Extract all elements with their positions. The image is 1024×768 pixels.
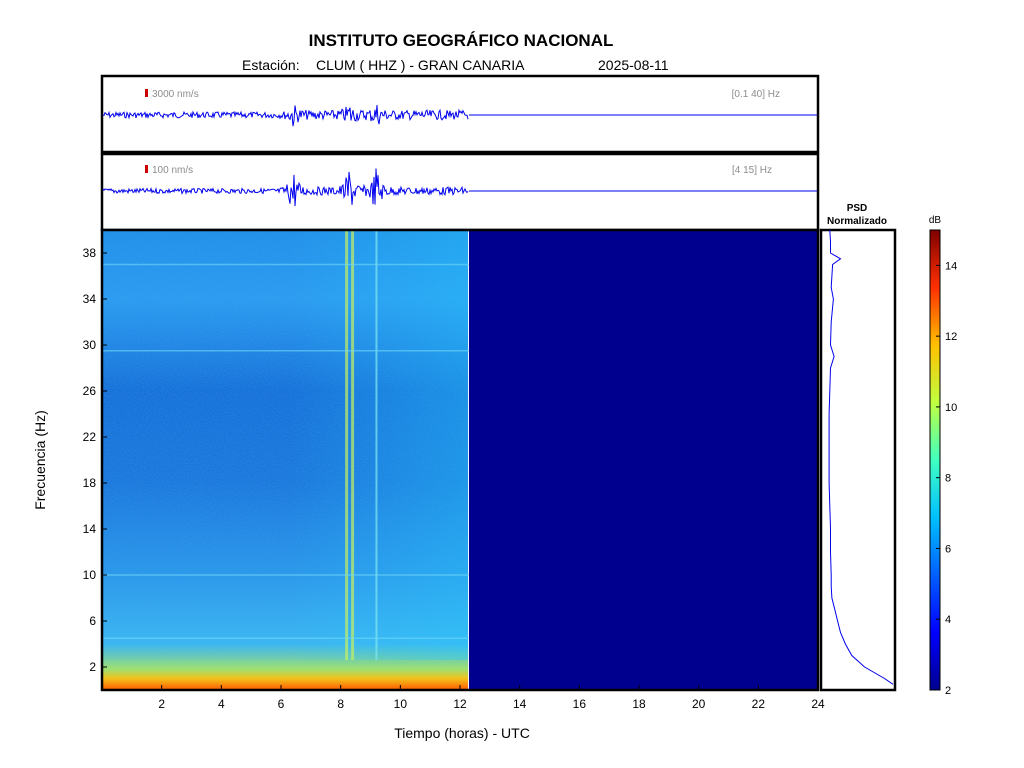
x-tick-label: 8 — [337, 697, 344, 711]
x-tick-label: 2 — [158, 697, 165, 711]
seismogram-broadband-panel: 3000 nm/s [0.1 40] Hz — [100, 74, 820, 154]
seismogram-1-frame — [100, 74, 820, 154]
spectrogram-line-features — [102, 230, 469, 660]
x-axis-label: Tiempo (horas) - UTC — [394, 725, 530, 741]
colorbar-tick-label: 2 — [945, 685, 951, 697]
y-tick-label: 22 — [83, 430, 97, 444]
colorbar-tick-label: 12 — [945, 331, 957, 343]
x-tick-label: 18 — [632, 697, 646, 711]
psd-frame — [819, 228, 897, 692]
report-date: 2025-08-11 — [598, 57, 669, 73]
colorbar-tick-label: 8 — [945, 473, 951, 485]
amplitude-scale-label-2: 100 nm/s — [152, 165, 193, 176]
seismogram-waveform — [102, 168, 469, 207]
colorbar-tick-label: 4 — [945, 614, 951, 626]
x-tick-label: 10 — [394, 697, 408, 711]
y-tick-label: 6 — [89, 614, 96, 628]
colorbar-tick-label: 6 — [945, 543, 951, 555]
x-tick-label: 6 — [278, 697, 285, 711]
colorbar-axis: 2 4 6 8 10 12 14 — [936, 260, 957, 697]
colorbar-tick-label: 14 — [945, 260, 957, 272]
colorbar-tick-label: 10 — [945, 402, 957, 414]
station-label: Estación: — [242, 57, 300, 73]
x-tick-label: 12 — [453, 697, 467, 711]
psd-panel: PSD Normalizado — [819, 203, 897, 692]
colorbar-panel: dB 2 4 6 8 10 12 14 — [929, 215, 957, 697]
amplitude-scale-label-1: 3000 nm/s — [152, 89, 199, 100]
psd-subtitle: Normalizado — [827, 216, 887, 227]
x-tick-label: 24 — [811, 697, 825, 711]
y-tick-label: 26 — [83, 384, 97, 398]
spectrogram-x-axis: 2 4 6 8 10 12 14 16 18 20 22 24 — [158, 685, 825, 711]
filter-label-1: [0.1 40] Hz — [732, 89, 780, 100]
colorbar-unit: dB — [929, 215, 942, 226]
y-tick-label: 14 — [83, 522, 97, 536]
spectrogram-speckle — [102, 230, 468, 660]
amplitude-scale-bar-1 — [145, 89, 148, 97]
psd-curve — [828, 229, 894, 685]
y-tick-label: 34 — [83, 292, 97, 306]
seismogram-2-trace — [102, 168, 817, 207]
report-title: INSTITUTO GEOGRÁFICO NACIONAL — [309, 31, 614, 50]
x-tick-label: 16 — [573, 697, 587, 711]
station-name: CLUM ( HHZ ) - GRAN CANARIA — [316, 57, 525, 73]
filter-label-2: [4 15] Hz — [732, 165, 772, 176]
amplitude-scale-bar-2 — [145, 165, 148, 173]
colorbar-gradient — [929, 229, 941, 691]
y-tick-label: 30 — [83, 338, 97, 352]
psd-title: PSD — [847, 203, 868, 214]
y-tick-label: 10 — [83, 568, 97, 582]
y-tick-label: 2 — [89, 660, 96, 674]
seismogram-waveform — [102, 105, 469, 127]
x-tick-label: 22 — [752, 697, 766, 711]
y-tick-label: 38 — [83, 246, 97, 260]
seismogram-1-trace — [102, 105, 817, 127]
seismogram-filtered-panel: 100 nm/s [4 15] Hz — [100, 152, 820, 232]
y-axis-label: Frecuencia (Hz) — [32, 410, 48, 510]
y-tick-label: 18 — [83, 476, 97, 490]
seismogram-2-frame — [100, 152, 820, 232]
spectrogram-no-data-area — [468, 230, 818, 690]
x-tick-label: 20 — [692, 697, 706, 711]
x-tick-label: 4 — [218, 697, 225, 711]
x-tick-label: 14 — [513, 697, 527, 711]
